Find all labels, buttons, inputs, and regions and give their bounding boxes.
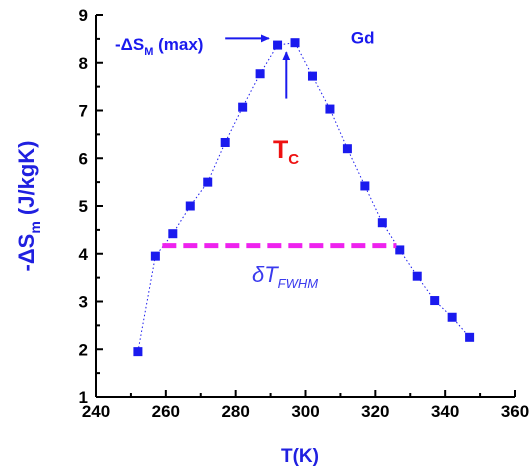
data-point	[465, 332, 475, 342]
data-point	[342, 144, 352, 154]
data-point	[290, 38, 300, 48]
fwhm-label-main: δT	[252, 262, 279, 287]
material-label: Gd	[351, 29, 375, 48]
max-label-main: -ΔS	[115, 35, 144, 54]
y-axis-title-sub: m	[27, 221, 43, 233]
x-tick-label: 300	[291, 402, 319, 421]
y-tick-label: 3	[79, 293, 88, 312]
fwhm-label-sub: FWHM	[278, 276, 319, 291]
max-label-suffix: (max)	[153, 35, 203, 54]
series-dotted-line	[137, 42, 470, 352]
y-tick-label: 5	[79, 197, 88, 216]
data-point	[307, 71, 317, 81]
tc-label-sub: C	[288, 151, 299, 168]
data-point	[325, 104, 335, 114]
max-label: -ΔSM (max)	[115, 35, 203, 58]
data-points	[133, 38, 475, 357]
x-tick-label: 320	[361, 402, 389, 421]
data-point	[447, 312, 457, 322]
x-axis-title: T(K)	[281, 446, 319, 467]
y-tick-label: 8	[79, 54, 88, 73]
data-point	[150, 251, 160, 261]
y-axis-title-unit: (J/kgK)	[14, 141, 39, 222]
tc-label-main: T	[273, 136, 288, 164]
max-label-sub: M	[144, 46, 153, 58]
y-ticks: 1 2 3 4 5 6 7 8 9	[79, 6, 103, 407]
x-tick-label: 340	[431, 402, 459, 421]
data-point	[185, 201, 195, 211]
data-point	[273, 40, 283, 50]
data-point	[168, 229, 178, 239]
data-point	[203, 177, 213, 187]
data-point	[360, 181, 370, 191]
data-point	[220, 137, 230, 147]
data-point	[395, 245, 405, 255]
y-axis-title-main: -ΔS	[14, 234, 39, 272]
data-point	[412, 271, 422, 281]
x-ticks: 240 260 280 300 320 340 360	[82, 390, 529, 421]
y-tick-label: 7	[79, 102, 88, 121]
x-tick-label: 240	[82, 402, 110, 421]
data-point	[430, 296, 440, 306]
fwhm-label: δTFWHM	[252, 262, 318, 291]
tc-label: TC	[273, 136, 299, 168]
y-tick-label: 6	[79, 149, 88, 168]
y-tick-label: 4	[79, 245, 89, 264]
data-point	[133, 347, 143, 357]
x-tick-label: 260	[152, 402, 180, 421]
data-point	[377, 218, 387, 228]
x-tick-label: 360	[501, 402, 529, 421]
y-tick-label: 1	[79, 388, 88, 407]
y-axis-title: -ΔSm (J/kgK)	[14, 141, 43, 272]
y-tick-label: 9	[79, 6, 88, 25]
data-point	[238, 102, 248, 112]
x-tick-label: 280	[221, 402, 249, 421]
data-point	[255, 69, 265, 79]
y-tick-label: 2	[79, 340, 88, 359]
